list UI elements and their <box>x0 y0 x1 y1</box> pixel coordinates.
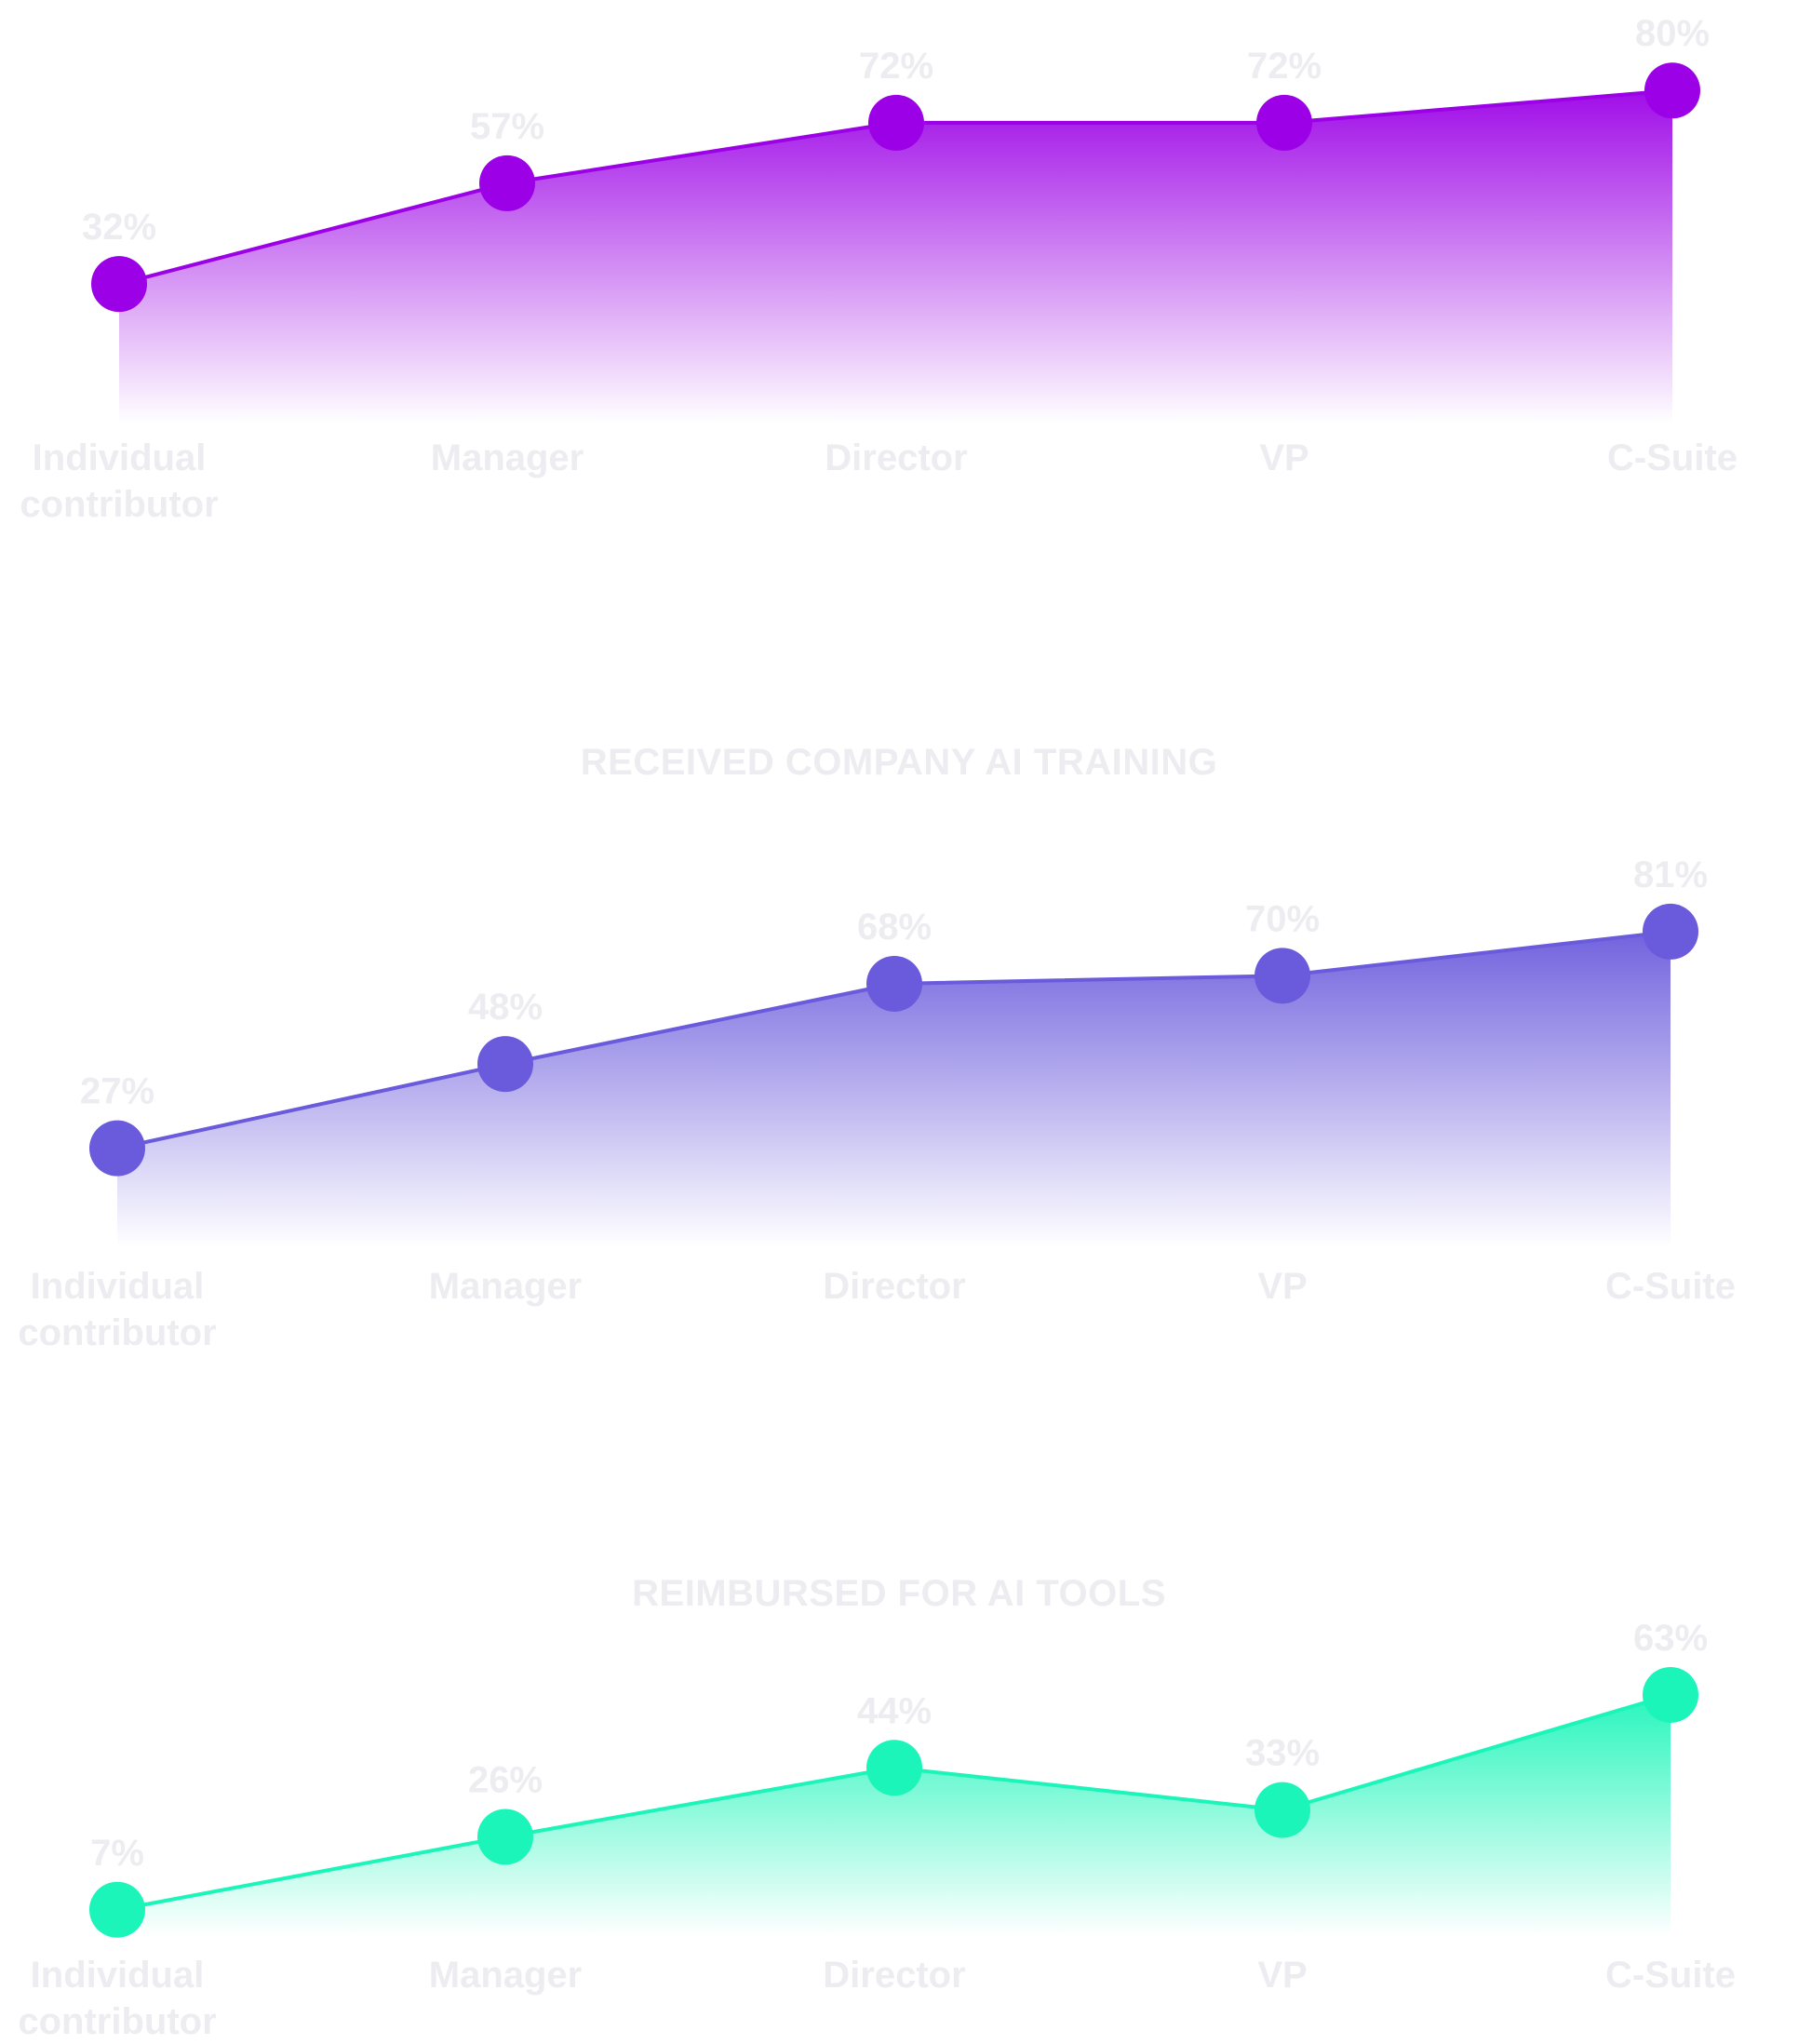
category-label: C-Suite <box>1607 437 1738 478</box>
data-point <box>1643 903 1698 960</box>
value-label: 80% <box>1635 13 1710 54</box>
category-label: Manager <box>429 1955 583 1996</box>
value-label: 32% <box>82 207 156 248</box>
category-label: C-Suite <box>1605 1266 1736 1307</box>
value-label: 72% <box>1247 46 1322 87</box>
category-label: Individual contributor <box>20 437 218 525</box>
value-label: 27% <box>80 1071 154 1112</box>
category-label: Individual contributor <box>18 1266 216 1353</box>
category-label: VP <box>1259 437 1308 478</box>
data-point <box>1255 948 1310 1004</box>
value-label: 7% <box>90 1833 144 1874</box>
value-label: 26% <box>468 1759 543 1800</box>
chart-title: REIMBURSED FOR AI TOOLS <box>632 1573 1166 1614</box>
data-point <box>1644 62 1700 119</box>
category-label: Director <box>825 437 967 478</box>
category-label: VP <box>1257 1955 1307 1996</box>
data-point <box>866 1740 922 1796</box>
data-point <box>866 955 922 1012</box>
value-label: 81% <box>1633 854 1708 895</box>
data-point <box>91 256 147 313</box>
category-label: VP <box>1257 1266 1307 1307</box>
category-label: Manager <box>429 1266 583 1307</box>
data-point <box>1256 94 1312 151</box>
series-area <box>119 90 1672 424</box>
value-label: 70% <box>1245 898 1320 939</box>
chart-2: 27% 48% 68% 70% 81% Individual contributor Mana… <box>18 742 1736 1353</box>
category-label: Director <box>823 1955 965 1996</box>
category-label: Manager <box>431 437 584 478</box>
data-point <box>1643 1666 1698 1723</box>
value-label: 33% <box>1245 1733 1320 1774</box>
value-label: 44% <box>857 1690 932 1731</box>
value-label: 48% <box>468 987 543 1028</box>
value-label: 72% <box>859 46 933 87</box>
category-label: C-Suite <box>1605 1955 1736 1996</box>
value-label: 57% <box>470 106 544 147</box>
chart-1: 32% 57% 72% 72% 80% Individual contributor Mana… <box>20 13 1738 525</box>
data-point <box>477 1809 533 1865</box>
data-point <box>89 1881 145 1938</box>
data-point <box>868 94 924 151</box>
series-area <box>117 1694 1671 1936</box>
data-point <box>1255 1782 1310 1838</box>
value-label: 63% <box>1633 1618 1708 1659</box>
value-label: 68% <box>857 907 932 948</box>
category-label: Individual contributor <box>18 1955 216 2042</box>
data-point <box>89 1120 145 1177</box>
series-area <box>117 931 1671 1247</box>
category-label: Director <box>823 1266 965 1307</box>
data-point <box>479 155 535 211</box>
data-point <box>477 1036 533 1093</box>
chart-title: RECEIVED COMPANY AI TRAINING <box>581 742 1217 783</box>
chart-3: 7% 26% 44% 33% 63% Individual contributor Manag… <box>18 1573 1736 2042</box>
